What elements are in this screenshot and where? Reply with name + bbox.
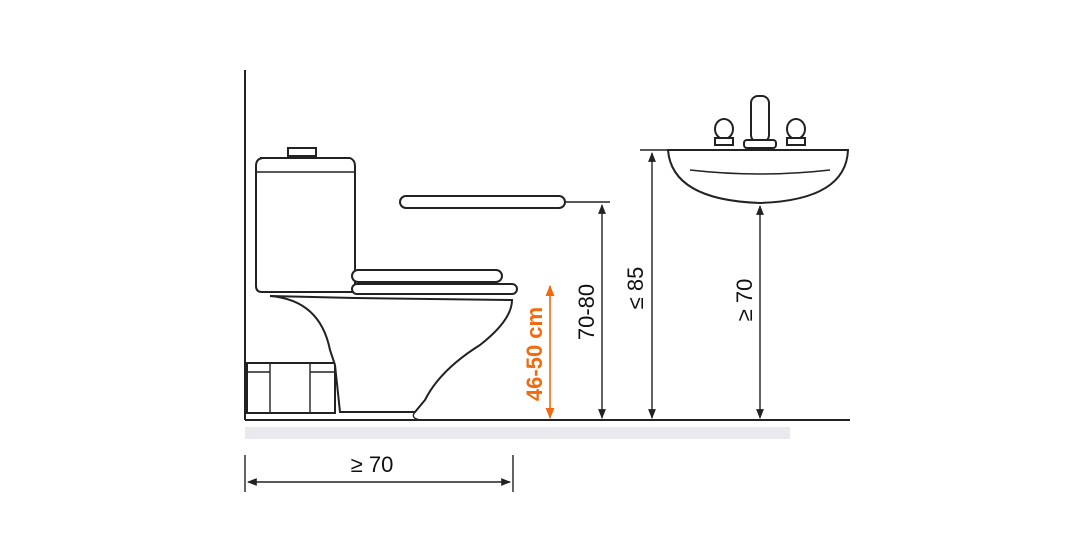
toilet-tank [255,157,356,293]
faucet-spout [750,95,770,143]
floor-shadow [245,427,790,439]
toilet-bowl [269,295,514,413]
tap-right-icon [786,118,806,146]
sink-rim-height-label: ≤ 85 [623,267,648,310]
toilet-pipe [246,362,336,414]
seat-height-label: 46-50 cm [522,307,547,401]
toilet-seat [351,283,518,295]
sink-basin [666,149,850,205]
sink [666,95,850,205]
sink-clearance-label: ≥ 70 [732,279,757,322]
grab-bar [399,195,566,209]
toilet-tank-lid-knob [287,147,317,157]
front-clearance-label: ≥ 70 [351,452,394,477]
grab-bar-height-label: 70-80 [574,284,599,340]
toilet-lid [351,269,503,283]
toilet [246,147,518,421]
tap-left-icon [714,118,734,146]
